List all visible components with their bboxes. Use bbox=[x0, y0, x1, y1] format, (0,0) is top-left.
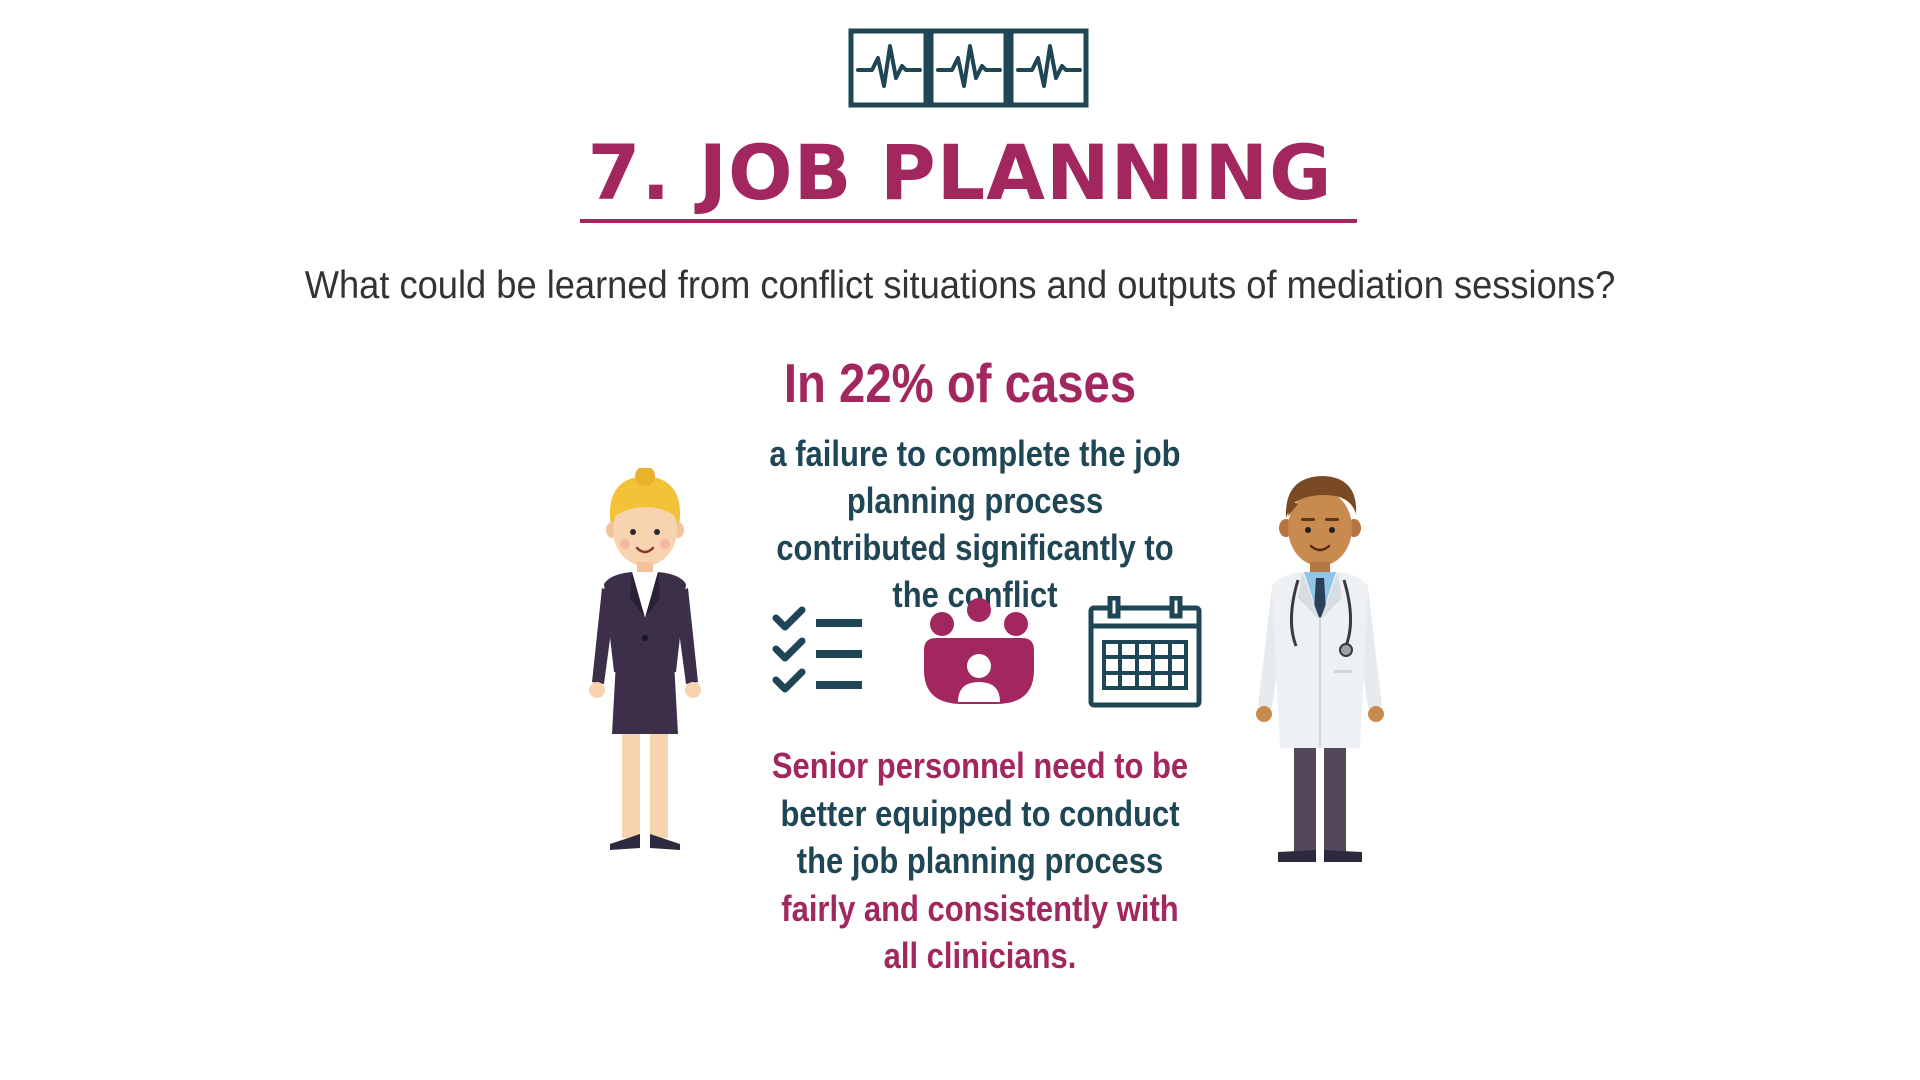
businesswoman-illustration bbox=[589, 468, 701, 850]
doctor-illustration bbox=[1256, 476, 1384, 862]
title-underline bbox=[580, 219, 1357, 223]
recommendation-line: better equipped to conduct bbox=[780, 792, 1180, 834]
calendar-icon bbox=[1088, 596, 1202, 708]
stat-description: a failure to complete the job planning p… bbox=[769, 433, 1181, 615]
section-question: What could be learned from conflict situ… bbox=[304, 264, 1616, 307]
recommendation-line: Senior personnel need to be bbox=[771, 745, 1189, 786]
recommendation-text: Senior personnel need to be better equip… bbox=[769, 742, 1190, 980]
page-title: 7. JOB PLANNING bbox=[587, 128, 1333, 217]
stat-headline: In 22% of cases bbox=[783, 352, 1137, 414]
team-group-icon bbox=[924, 598, 1034, 704]
heartbeat-monitor-icon bbox=[848, 28, 1089, 108]
recommendation-line: the job planning process bbox=[796, 840, 1164, 881]
checklist-icon bbox=[772, 606, 862, 693]
recommendation-line: fairly and consistently with bbox=[781, 887, 1179, 929]
recommendation-line: all clinicians. bbox=[883, 935, 1077, 976]
